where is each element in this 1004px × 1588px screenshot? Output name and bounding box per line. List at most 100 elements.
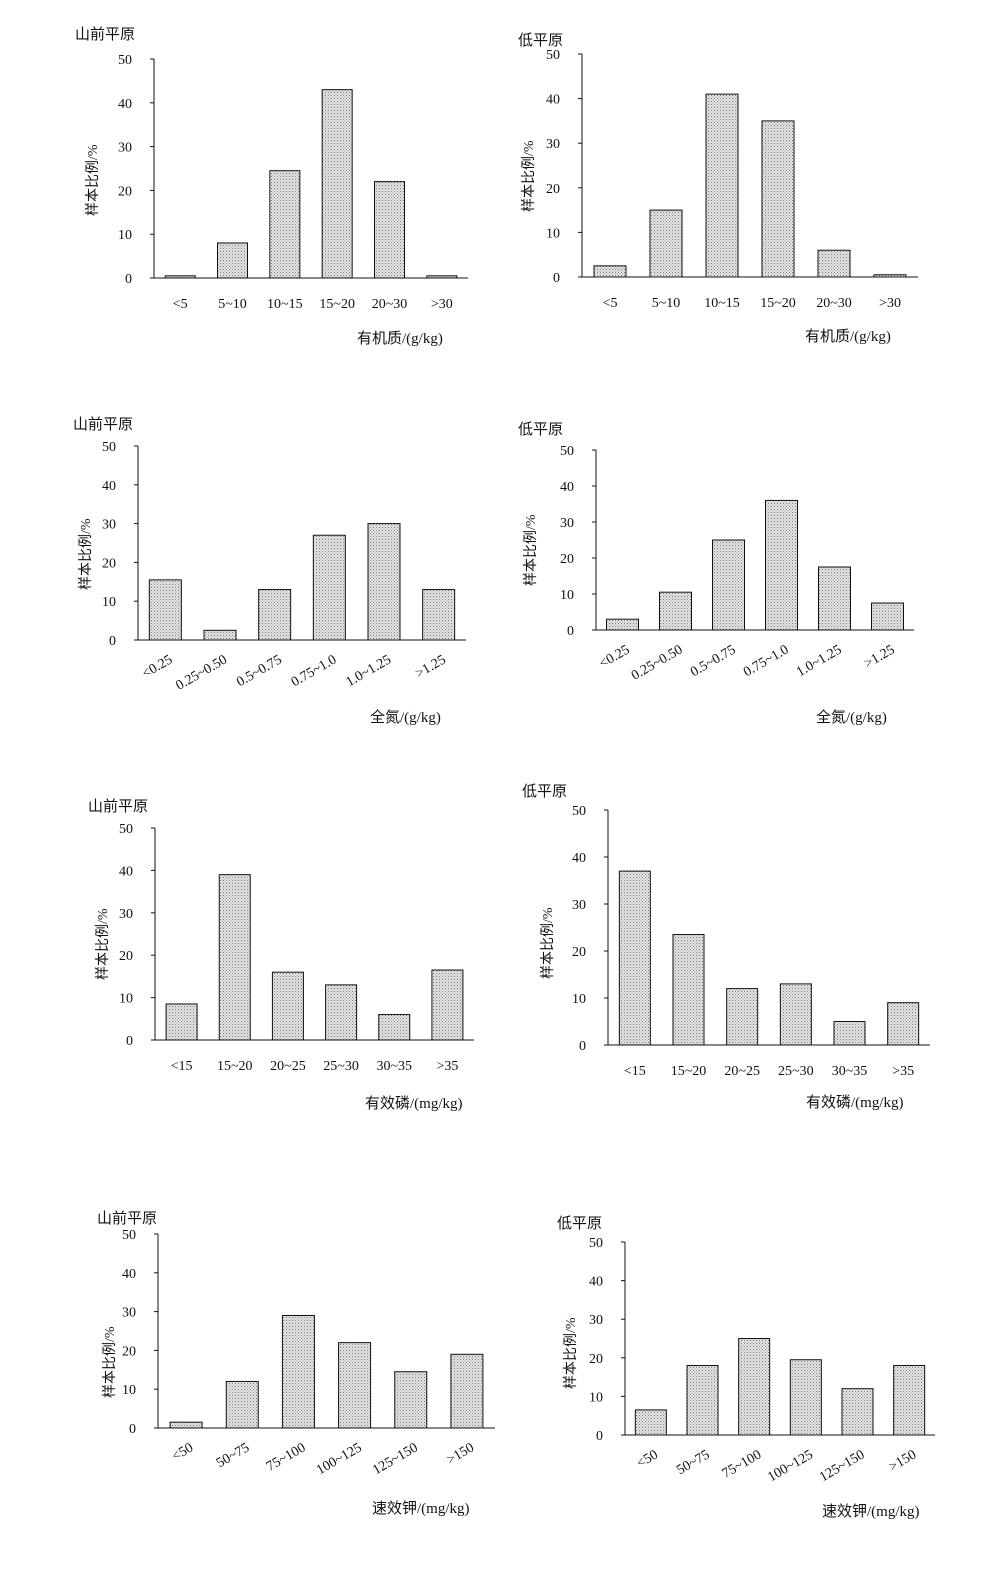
region-label: 山前平原 (97, 1211, 158, 1227)
x-tick-label: 15~20 (760, 296, 796, 311)
y-tick-label: 0 (126, 1034, 133, 1049)
bar (281, 1314, 315, 1429)
x-tick-label: 0.5~0.75 (234, 652, 284, 690)
chart-available-potassium-lowplain: 低平原 样本比例/% 速效钾/(mg/kg) 0 10 20 30 40 50 <50 50~… (510, 1205, 980, 1565)
x-tick-label: <15 (171, 1059, 193, 1074)
bar (164, 275, 196, 279)
bar (672, 934, 705, 1046)
x-tick-label: 50~75 (214, 1440, 252, 1471)
bar (765, 499, 798, 631)
y-tick-label: 40 (118, 97, 132, 112)
x-tick-label: 125~150 (817, 1447, 867, 1485)
chart-available-phosphorus-lowplain: 低平原 样本比例/% 有效磷/(mg/kg) 0 10 20 30 40 50 <15 15~… (510, 775, 980, 1135)
bar (394, 1371, 428, 1429)
bar (873, 274, 907, 278)
x-tick-label: <50 (634, 1447, 660, 1471)
x-tick-label: <50 (170, 1440, 196, 1464)
bar (367, 523, 401, 641)
bar (738, 1338, 771, 1436)
x-tick-label: >150 (444, 1440, 477, 1467)
x-axis-label: 速效钾/(mg/kg) (372, 1501, 470, 1517)
y-tick-label: 10 (102, 595, 116, 610)
bar (817, 249, 851, 278)
y-tick-label: 10 (572, 992, 586, 1007)
y-tick-label: 50 (119, 822, 133, 837)
y-tick-label: 0 (129, 1422, 136, 1437)
x-tick-label: >30 (879, 296, 901, 311)
x-tick-label: 25~30 (323, 1059, 359, 1074)
chart-organic-matter-piedmont: 山前平原 样本比例/% 有机质/(g/kg) 0 10 20 30 40 50 <5 5~10… (70, 20, 540, 380)
plot-area: 0 10 20 30 40 50 <0.250.25~0.50 0.5~0.75 0.75~1.… (560, 444, 914, 684)
bar (779, 983, 812, 1046)
x-tick-label: >35 (892, 1064, 914, 1079)
x-axis-label: 全氮/(g/kg) (816, 710, 887, 726)
x-tick-label: 20~30 (816, 296, 852, 311)
bar (705, 93, 739, 278)
bar (659, 591, 692, 631)
y-tick-label: 0 (596, 1429, 603, 1444)
bar (634, 1409, 667, 1436)
y-tick-label: 50 (560, 444, 574, 459)
x-tick-label: >35 (436, 1059, 458, 1074)
y-tick-label: 50 (118, 53, 132, 68)
bar (165, 1003, 198, 1041)
y-tick-label: 20 (589, 1352, 603, 1367)
y-tick-label: 50 (589, 1236, 603, 1251)
y-tick-label: 20 (572, 945, 586, 960)
bar (593, 265, 627, 278)
x-tick-label: 1.0~1.25 (344, 652, 394, 690)
bar (258, 589, 292, 641)
bar (893, 1365, 926, 1436)
y-tick-label: 30 (119, 907, 133, 922)
x-tick-label: 75~100 (720, 1447, 764, 1481)
x-tick-label: 100~125 (765, 1447, 815, 1485)
region-label: 低平原 (557, 1216, 603, 1232)
bar (789, 1359, 822, 1436)
bar (378, 1014, 411, 1041)
x-tick-label: 5~10 (652, 296, 681, 311)
y-tick-label: 40 (102, 479, 116, 494)
x-tick-label: 75~100 (264, 1440, 308, 1474)
plot-area: 0 10 20 30 40 50 <50 50~75 75~100 100~125 125~150 >… (589, 1236, 935, 1485)
x-tick-label: 10~15 (267, 297, 303, 312)
x-axis-label: 有效磷/(mg/kg) (806, 1095, 904, 1111)
region-label: 低平原 (518, 422, 564, 438)
bar (833, 1021, 866, 1046)
x-tick-label: 15~20 (671, 1064, 707, 1079)
y-tick-label: 0 (567, 624, 574, 639)
y-tick-label: 50 (102, 440, 116, 455)
y-tick-label: 0 (553, 271, 560, 286)
y-tick-label: 20 (122, 1344, 136, 1359)
x-axis-label: 有效磷/(mg/kg) (365, 1096, 463, 1112)
bar (431, 969, 464, 1041)
bar (450, 1353, 484, 1429)
x-tick-label: 0.25~0.50 (629, 642, 685, 683)
bar (712, 539, 745, 631)
y-tick-label: 40 (589, 1275, 603, 1290)
x-axis-label: 有机质/(g/kg) (805, 329, 891, 345)
x-tick-label: 15~20 (217, 1059, 253, 1074)
x-axis-label: 有机质/(g/kg) (357, 331, 443, 347)
bar (426, 275, 458, 279)
x-axis-label: 速效钾/(mg/kg) (822, 1504, 920, 1520)
x-tick-label: 125~150 (370, 1440, 420, 1478)
bar (649, 209, 683, 278)
bar (169, 1421, 203, 1429)
x-tick-label: <5 (173, 297, 188, 312)
x-tick-label: 10~15 (704, 296, 740, 311)
bar (338, 1342, 372, 1429)
plot-area: 0 10 20 30 40 50 <5 5~10 10~15 15~20 20~30 >30 (546, 48, 918, 311)
region-label: 低平原 (522, 784, 568, 800)
y-tick-label: 20 (102, 556, 116, 571)
region-label: 山前平原 (73, 417, 134, 433)
y-tick-label: 10 (589, 1390, 603, 1405)
x-tick-label: 0.5~0.75 (688, 642, 738, 680)
bar (271, 971, 304, 1041)
y-tick-label: 0 (125, 272, 132, 287)
x-tick-label: 5~10 (218, 297, 247, 312)
y-tick-label: 0 (109, 634, 116, 649)
x-axis-label: 全氮/(g/kg) (370, 710, 441, 726)
bar (312, 534, 346, 641)
y-tick-label: 10 (560, 588, 574, 603)
y-tick-label: 20 (118, 184, 132, 199)
